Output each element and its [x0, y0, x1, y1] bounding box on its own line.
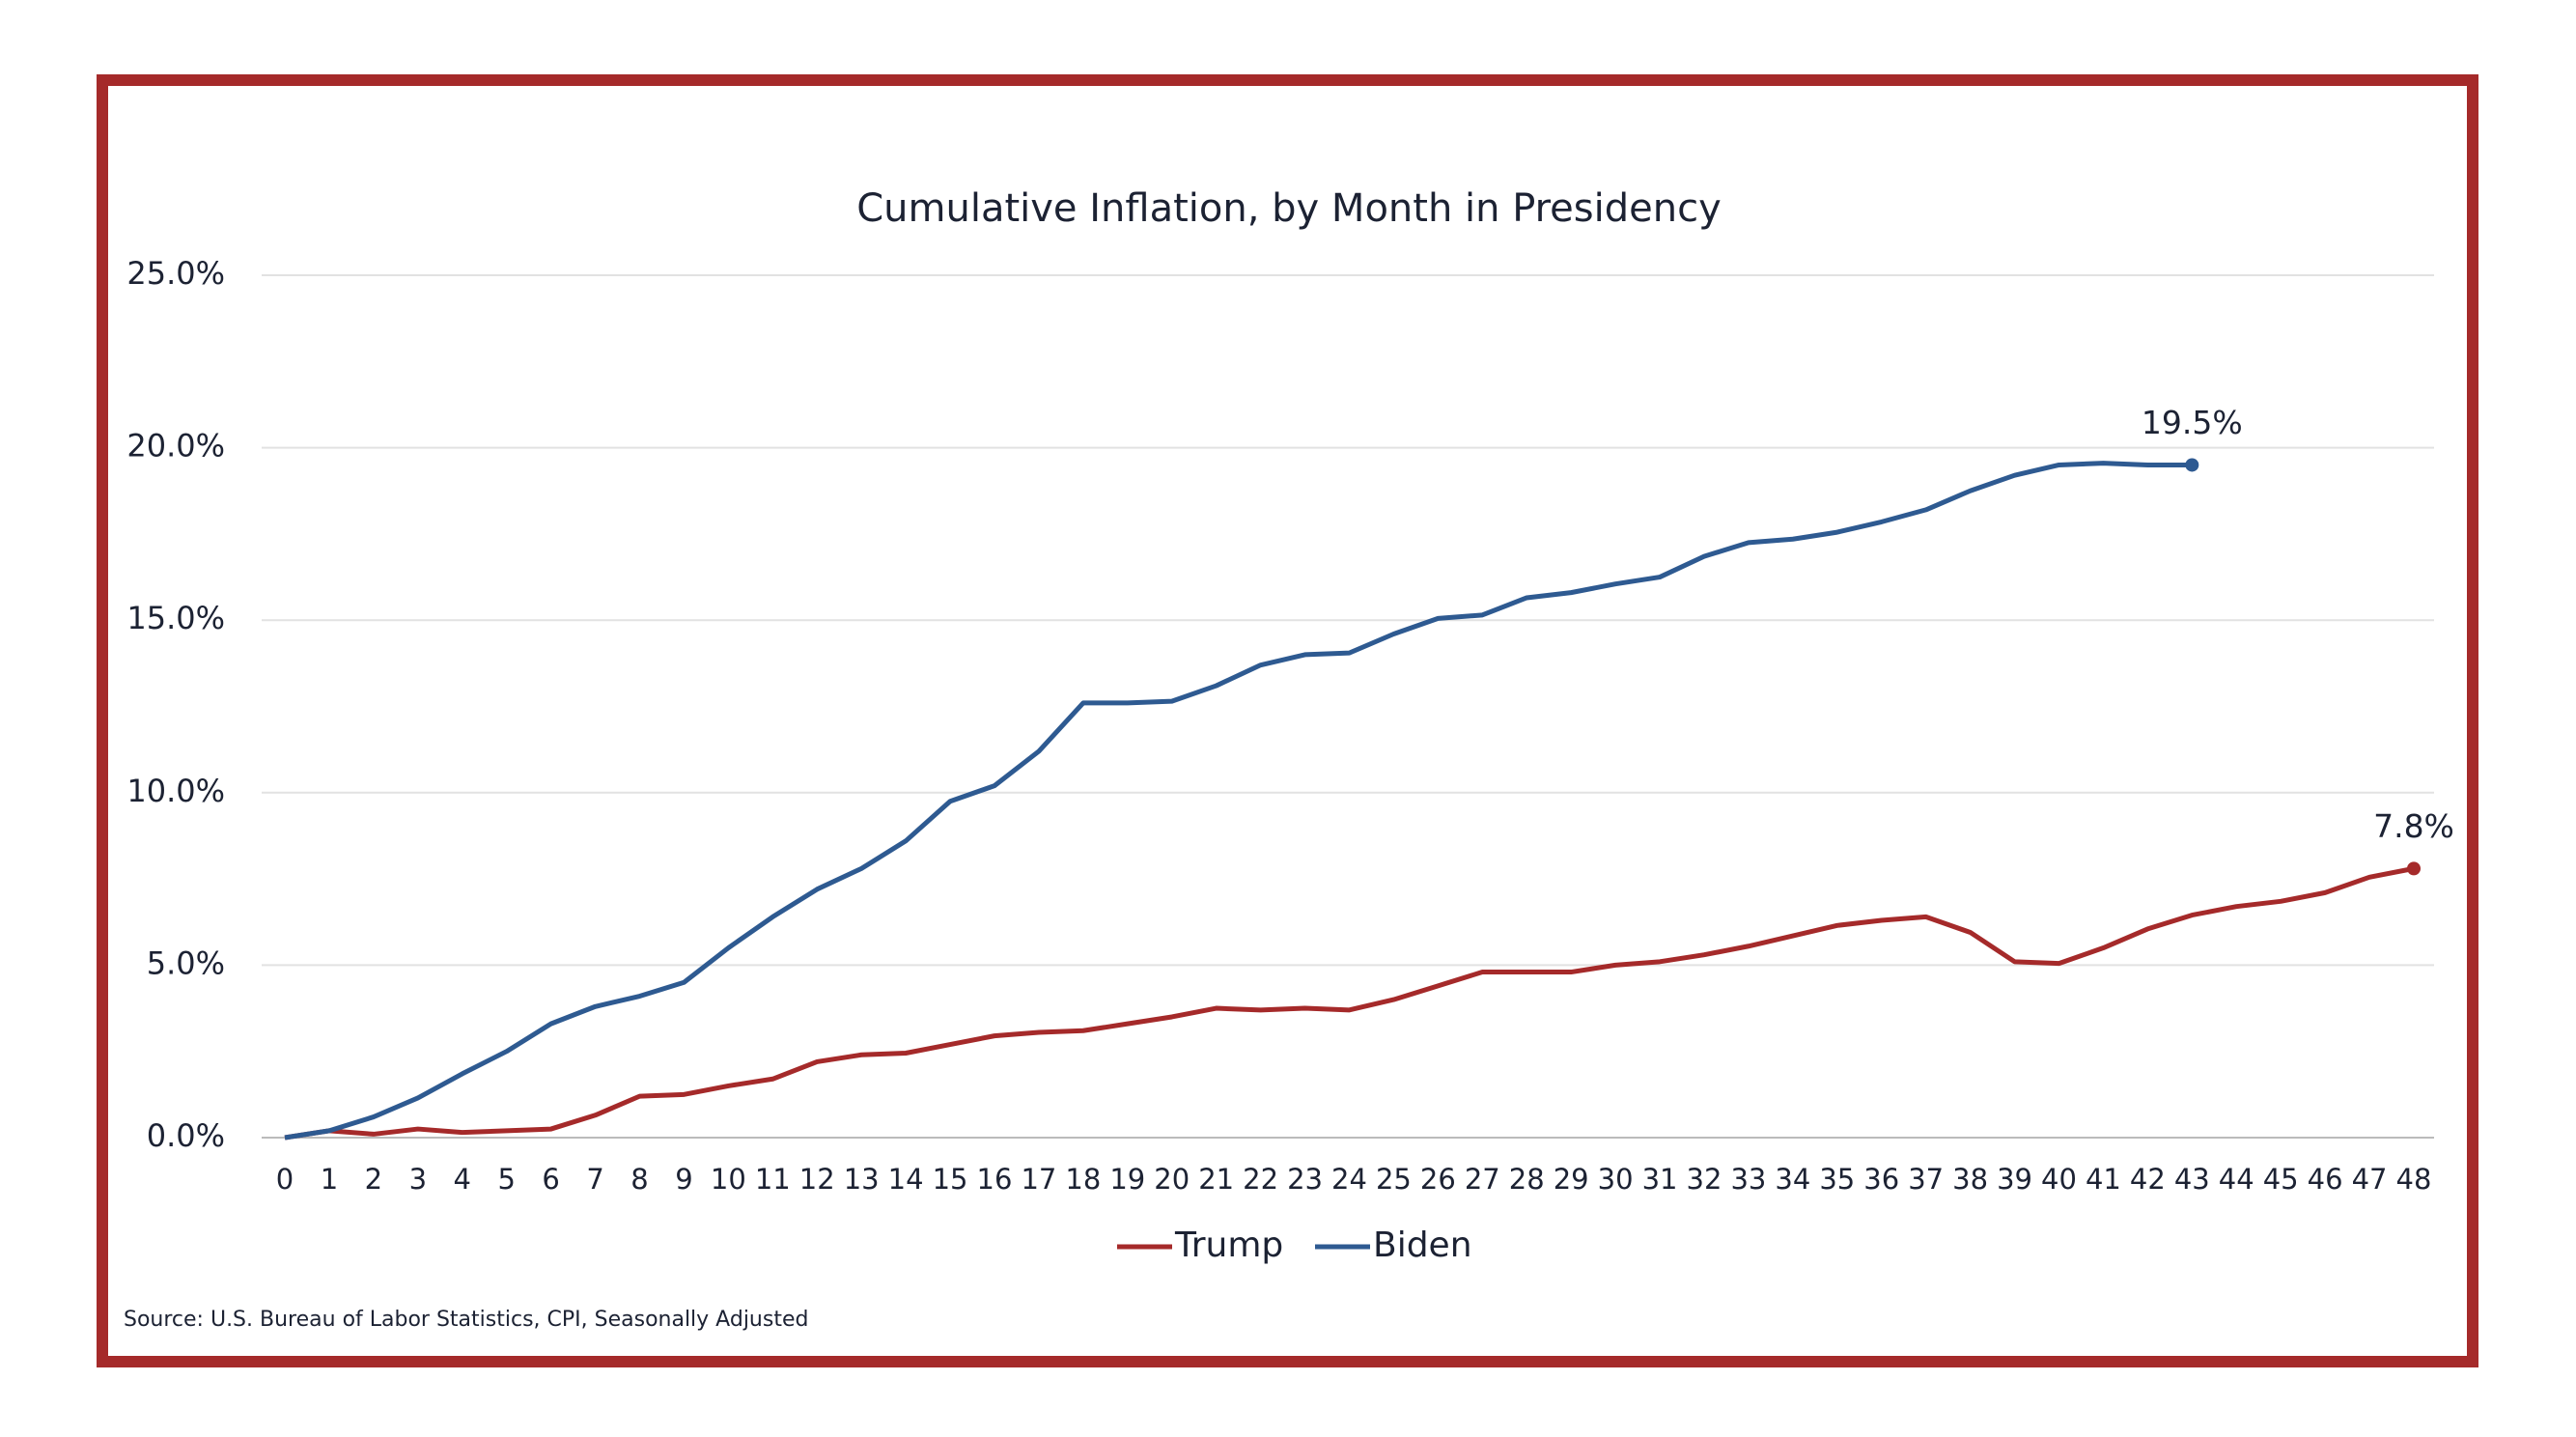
x-tick-label: 7 [586, 1163, 603, 1196]
x-tick-label: 0 [276, 1163, 294, 1196]
x-tick-label: 44 [2219, 1163, 2254, 1196]
x-tick-label: 21 [1198, 1163, 1234, 1196]
chart-title: Cumulative Inflation, by Month in Presid… [856, 186, 1722, 231]
x-tick-label: 40 [2041, 1163, 2077, 1196]
end-point [2407, 861, 2421, 876]
x-tick-label: 27 [1465, 1163, 1500, 1196]
x-tick-label: 13 [844, 1163, 880, 1196]
data-label: 7.8% [2373, 807, 2454, 845]
x-tick-label: 37 [1908, 1163, 1944, 1196]
x-tick-label: 45 [2263, 1163, 2299, 1196]
data-label: 19.5% [2142, 404, 2243, 441]
x-tick-label: 6 [542, 1163, 559, 1196]
x-tick-label: 19 [1109, 1163, 1145, 1196]
x-tick-label: 10 [711, 1163, 746, 1196]
x-tick-label: 48 [2396, 1163, 2432, 1196]
x-tick-label: 24 [1331, 1163, 1367, 1196]
y-tick-label: 0.0% [147, 1117, 225, 1154]
x-tick-label: 22 [1243, 1163, 1278, 1196]
x-tick-label: 5 [497, 1163, 515, 1196]
x-tick-label: 29 [1554, 1163, 1589, 1196]
x-tick-label: 17 [1021, 1163, 1056, 1196]
x-tick-label: 34 [1775, 1163, 1810, 1196]
legend-label: Biden [1373, 1226, 1472, 1265]
frame [97, 74, 2478, 1367]
x-tick-label: 1 [321, 1163, 338, 1196]
x-tick-label: 39 [1997, 1163, 2032, 1196]
x-tick-label: 46 [2308, 1163, 2343, 1196]
x-tick-label: 41 [2086, 1163, 2121, 1196]
x-tick-label: 43 [2174, 1163, 2210, 1196]
x-tick-label: 25 [1376, 1163, 1412, 1196]
x-tick-label: 42 [2130, 1163, 2166, 1196]
series-line [284, 461, 2193, 1141]
y-tick-label: 10.0% [126, 773, 225, 809]
x-tick-label: 4 [454, 1163, 471, 1196]
x-tick-label: 30 [1598, 1163, 1634, 1196]
x-tick-label: 20 [1154, 1163, 1190, 1196]
x-tick-label: 15 [933, 1163, 968, 1196]
x-tick-label: 23 [1287, 1163, 1323, 1196]
x-tick-label: 36 [1863, 1163, 1899, 1196]
x-tick-label: 11 [755, 1163, 791, 1196]
y-tick-label: 20.0% [126, 428, 225, 465]
legend-label: Trump [1174, 1226, 1283, 1265]
x-tick-label: 8 [630, 1163, 648, 1196]
x-tick-label: 35 [1819, 1163, 1855, 1196]
x-tick-label: 3 [409, 1163, 427, 1196]
y-tick-label: 5.0% [147, 944, 225, 981]
x-tick-label: 47 [2352, 1163, 2388, 1196]
source-note: Source: U.S. Bureau of Labor Statistics,… [124, 1308, 808, 1332]
x-tick-label: 12 [799, 1163, 835, 1196]
x-tick-label: 2 [365, 1163, 382, 1196]
x-tick-label: 14 [888, 1163, 924, 1196]
x-tick-label: 38 [1952, 1163, 1988, 1196]
x-tick-label: 26 [1420, 1163, 1456, 1196]
x-tick-label: 32 [1687, 1163, 1722, 1196]
x-tick-label: 33 [1730, 1163, 1766, 1196]
series-line [284, 865, 2415, 1141]
x-tick-label: 16 [977, 1163, 1013, 1196]
x-tick-label: 28 [1509, 1163, 1545, 1196]
y-tick-label: 25.0% [126, 255, 225, 292]
end-point [2185, 458, 2199, 472]
x-tick-label: 9 [675, 1163, 692, 1196]
y-tick-label: 15.0% [126, 600, 225, 636]
x-tick-label: 31 [1642, 1163, 1678, 1196]
x-tick-label: 18 [1065, 1163, 1101, 1196]
